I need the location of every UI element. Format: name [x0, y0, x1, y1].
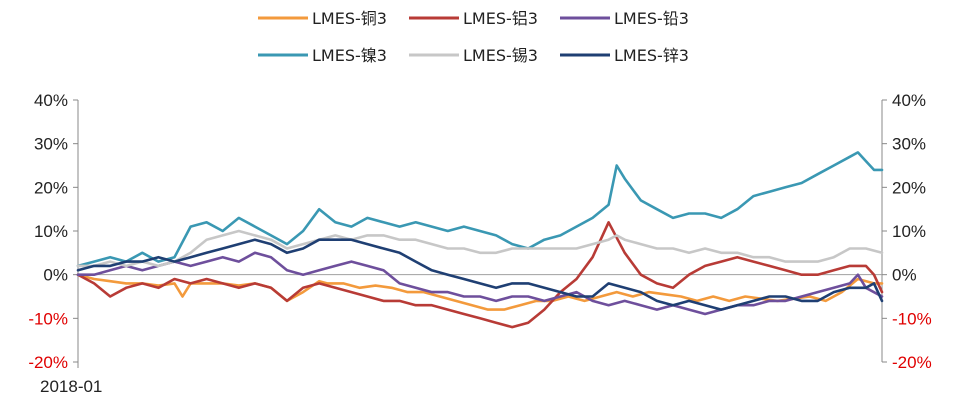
series-line — [76, 251, 884, 316]
legend-label: LMES-镍3 — [312, 46, 387, 65]
series-line — [76, 221, 884, 329]
legend-label: LMES-铜3 — [312, 9, 387, 28]
legend-label: LMES-铝3 — [463, 9, 538, 28]
y-tick-label-right: 0% — [892, 266, 917, 285]
x-axis-start-label: 2018-01 — [40, 377, 102, 396]
y-tick-label-left: -10% — [28, 309, 68, 328]
y-tick-label-left: 40% — [34, 91, 68, 110]
legend-label: LMES-锡3 — [463, 46, 538, 65]
series-line — [76, 273, 884, 311]
legend-label: LMES-铅3 — [614, 9, 689, 28]
y-tick-label-right: 20% — [892, 178, 926, 197]
axes: 40% 40% 30% 30% 20% 20% 10% 10% 0% 0% -10% -10% -20%… — [28, 91, 931, 372]
series-line — [76, 238, 884, 311]
series-lines — [76, 151, 884, 329]
y-tick-label-right: 10% — [892, 222, 926, 241]
y-tick-label-left: 0% — [43, 266, 68, 285]
legend: LMES-铜3 LMES-铝3 LMES-铅3 LMES-镍3 LMES-锡3 LMES-… — [258, 9, 689, 65]
y-tick-label-right: 40% — [892, 91, 926, 110]
y-tick-label-right: -20% — [892, 353, 932, 372]
y-tick-label-left: 30% — [34, 135, 68, 154]
y-tick-label-left: 10% — [34, 222, 68, 241]
series-line — [76, 229, 884, 268]
y-tick-label-left: 20% — [34, 178, 68, 197]
series-line — [76, 151, 884, 268]
y-tick-label-left: -20% — [28, 353, 68, 372]
y-tick-label-right: -10% — [892, 309, 932, 328]
axis-labels: 2018-01 — [40, 377, 102, 396]
legend-label: LMES-锌3 — [614, 46, 689, 65]
y-tick-label-right: 30% — [892, 135, 926, 154]
